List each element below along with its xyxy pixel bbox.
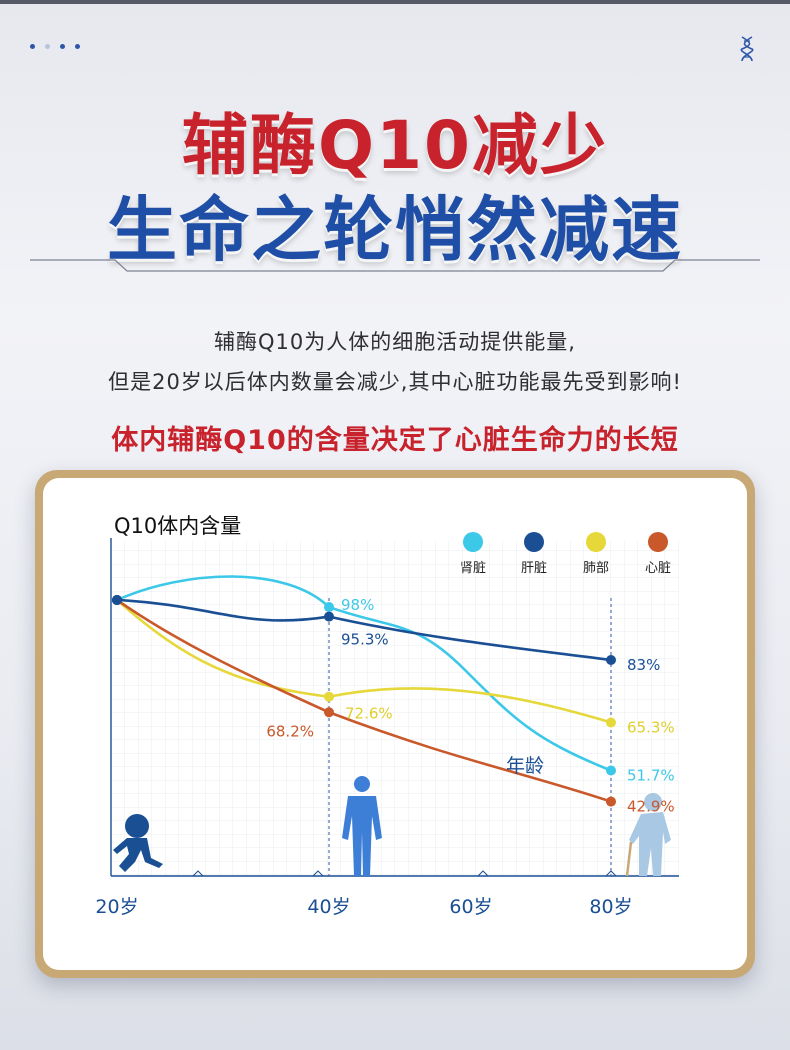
data-point — [112, 595, 122, 605]
data-point — [606, 717, 616, 728]
legend-label: 肾脏 — [460, 561, 486, 576]
series-心脏 — [112, 595, 616, 807]
title-divider — [30, 259, 760, 272]
chart-grid — [111, 540, 679, 876]
x-tick-mark — [312, 870, 324, 877]
legend-label: 肝脏 — [521, 561, 547, 576]
page-title-line2: 生命之轮悄然减速 — [107, 189, 683, 271]
data-point — [324, 691, 334, 702]
series-line — [116, 575, 612, 772]
x-tick-mark — [605, 870, 617, 877]
elderly-cane-icon — [625, 793, 671, 877]
data-point — [324, 611, 334, 622]
top-bar — [0, 0, 790, 4]
data-point — [606, 796, 616, 807]
data-label: 98% — [341, 596, 374, 614]
legend-item-心脏: 心脏 — [645, 532, 671, 576]
data-label: 42.9% — [627, 798, 675, 816]
data-point — [324, 602, 334, 613]
intro-line2: 但是20岁以后体内数量会减少,其中心脏功能最先受到影响! — [108, 370, 682, 394]
legend-swatch — [524, 532, 544, 552]
legend-swatch — [586, 532, 606, 552]
x-tick-label: 60岁 — [449, 896, 492, 918]
legend-label: 肺部 — [583, 561, 609, 576]
data-point — [324, 707, 334, 718]
legend-label: 心脏 — [645, 561, 671, 576]
child-running-icon — [113, 814, 163, 872]
data-label: 72.6% — [345, 705, 393, 723]
data-point — [606, 765, 616, 776]
x-axis-label: 年龄 — [506, 755, 544, 777]
legend-item-肾脏: 肾脏 — [460, 532, 486, 576]
adult-standing-icon — [342, 776, 382, 876]
data-label: 68.2% — [266, 722, 314, 740]
y-axis-label: Q10体内含量 — [114, 514, 242, 538]
x-tick-mark — [477, 870, 489, 877]
data-label: 95.3% — [341, 631, 389, 649]
intro-line1: 辅酶Q10为人体的细胞活动提供能量, — [214, 330, 576, 354]
data-point — [606, 655, 616, 666]
legend-swatch — [463, 532, 483, 552]
legend-swatch — [648, 532, 668, 552]
x-tick-label: 40岁 — [307, 896, 350, 918]
x-tick-label: 20岁 — [95, 896, 138, 918]
dna-icon — [740, 36, 754, 62]
page-title-line1: 辅酶Q10减少 — [182, 107, 608, 184]
chart-plot: 98% 51.7% 95.3% 83% 72.6% 65.3% 68.2% 42.9% 肾脏 肝… — [95, 532, 679, 918]
dots-icon — [30, 44, 80, 49]
x-tick-mark — [192, 870, 204, 877]
data-label: 65.3% — [627, 718, 675, 736]
data-label: 51.7% — [627, 766, 675, 784]
legend-item-肺部: 肺部 — [583, 532, 609, 576]
x-tick-label: 80岁 — [589, 896, 632, 918]
subheading: 体内辅酶Q10的含量决定了心脏生命力的长短 — [111, 425, 679, 456]
data-label: 83% — [627, 656, 660, 674]
legend-item-肝脏: 肝脏 — [521, 532, 547, 576]
